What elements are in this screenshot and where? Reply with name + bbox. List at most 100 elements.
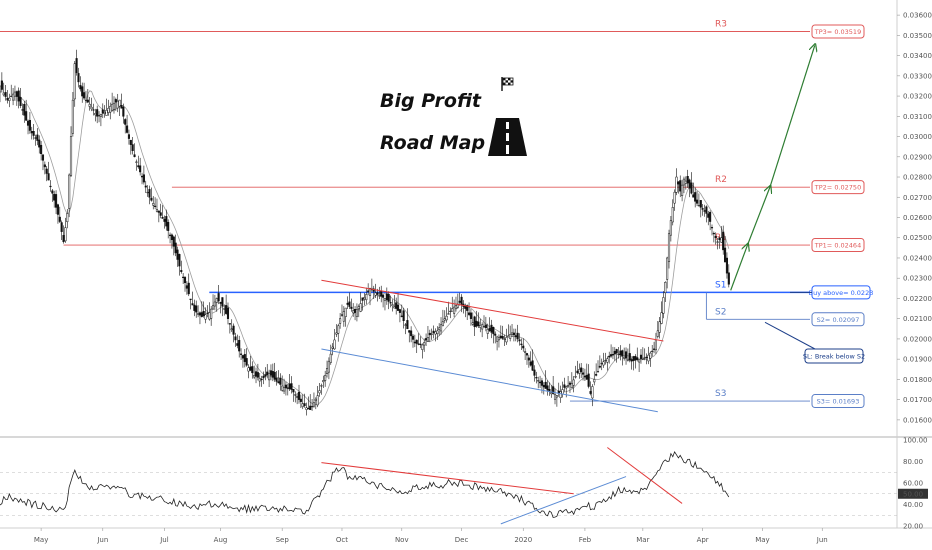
candle-body <box>585 375 588 380</box>
candle-body <box>314 398 317 401</box>
candle-body <box>617 353 620 356</box>
candle-body <box>325 368 329 374</box>
candle-body <box>684 180 687 184</box>
level-label-s2: S2 <box>715 307 726 317</box>
candle-body <box>707 213 710 218</box>
candle-body <box>55 194 58 208</box>
candle-body <box>329 353 332 363</box>
candle-body <box>535 377 538 379</box>
candle-body <box>453 306 456 314</box>
candle-body <box>84 99 88 102</box>
candle-body <box>501 336 504 339</box>
candle-body <box>623 356 626 359</box>
candle-body <box>482 326 486 328</box>
candle-body <box>703 210 706 212</box>
candle-body <box>389 302 392 304</box>
candle-body <box>131 144 134 151</box>
level-box-r2 <box>811 180 865 195</box>
trendlines <box>321 279 664 413</box>
candle-body <box>608 355 611 358</box>
candle-body <box>232 325 235 335</box>
candle-body <box>215 298 218 303</box>
level-box-text-r3: TP3= 0.03519 <box>814 28 861 36</box>
rsi-tick-label: 20.00 <box>903 523 923 531</box>
candle-body <box>0 80 3 90</box>
candle-body <box>425 338 428 341</box>
candle-body <box>692 194 695 198</box>
candle-body <box>157 210 160 213</box>
candle-body <box>127 134 130 139</box>
level-box-s2 <box>811 312 865 327</box>
candle-body <box>90 106 93 110</box>
target-boxes: TP3= 0.03519 TP2= 0.02750 TP1= 0.02464 Buy … <box>764 24 873 409</box>
candle-body <box>553 394 557 400</box>
candle-body <box>344 307 347 317</box>
candle-body <box>30 131 33 134</box>
candle-body <box>496 336 499 342</box>
candle-body <box>307 408 310 410</box>
candle-body <box>671 207 674 223</box>
candle-body <box>492 327 495 335</box>
candle-body <box>406 320 409 330</box>
stop-loss-box <box>804 348 864 364</box>
candle-body <box>524 351 527 353</box>
candle-body <box>402 310 405 321</box>
candle-body <box>350 306 353 309</box>
time-tick-label: 2020 <box>514 536 532 544</box>
candle-body <box>596 371 600 373</box>
candle-body <box>385 293 388 301</box>
candle-body <box>182 276 185 278</box>
candle-body <box>368 288 372 296</box>
candle-body <box>408 330 411 333</box>
candle-body <box>53 193 56 201</box>
projection-segment-3 <box>769 45 815 188</box>
candle-body <box>376 292 379 295</box>
level-label-r3: R3 <box>715 20 727 30</box>
candle-body <box>638 358 641 363</box>
candle-body <box>413 341 416 344</box>
candle-body <box>507 335 510 338</box>
candle-body <box>714 236 717 238</box>
candle-body <box>150 197 153 201</box>
candle-body <box>451 308 454 312</box>
candle-body <box>600 362 603 365</box>
candle-body <box>432 330 435 334</box>
candle-body <box>447 313 450 315</box>
candle-body <box>312 402 315 407</box>
candle-body <box>380 290 383 297</box>
candle-body <box>163 218 166 222</box>
candle-body <box>204 314 207 320</box>
candle-body <box>169 234 172 236</box>
candle-body <box>673 191 676 204</box>
candle-body <box>724 247 727 263</box>
candle-body <box>226 307 230 319</box>
candle-body <box>327 360 330 373</box>
projection-segment-2 <box>746 187 770 246</box>
time-tick-label: Jun <box>96 536 108 544</box>
candle-body <box>567 385 570 387</box>
candle-body <box>518 339 521 342</box>
candle-body <box>183 277 187 284</box>
candle-body <box>643 357 646 359</box>
candle-body <box>589 391 592 394</box>
candle-body <box>410 330 413 337</box>
candle-body <box>38 139 41 148</box>
candle-body <box>152 203 155 206</box>
title-line-2: Road Map <box>380 132 485 154</box>
candle-body <box>275 377 278 382</box>
candle-body <box>374 292 377 296</box>
candle-body <box>283 387 286 392</box>
candle-body <box>710 227 714 229</box>
time-axis: May Jun Jul Aug Sep Oct Nov Dec 2020 Feb Mar Apr May… <box>34 528 828 544</box>
time-tick-label: Dec <box>455 536 469 544</box>
candle-body <box>475 320 478 327</box>
candle-body <box>81 86 84 97</box>
candle-body <box>269 370 273 376</box>
candle-body <box>443 318 446 321</box>
candle-body <box>367 290 370 292</box>
